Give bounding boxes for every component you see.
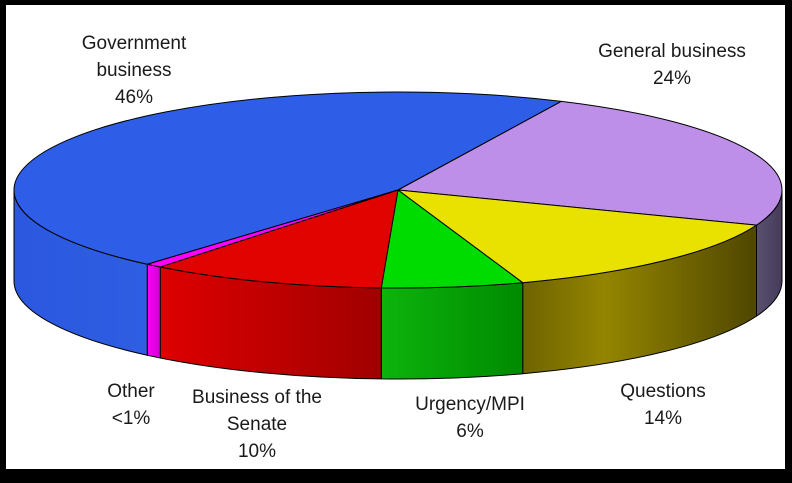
pie-wall-urgency-mpi bbox=[380, 282, 524, 380]
pie-wall-other bbox=[146, 263, 161, 359]
label-value: 6% bbox=[456, 421, 484, 442]
label-questions: Questions 14% bbox=[620, 378, 706, 432]
pie-slice-government-business bbox=[13, 91, 562, 265]
label-line: Urgency/MPI bbox=[415, 394, 525, 415]
label-value: <1% bbox=[111, 408, 151, 429]
label-line: Other bbox=[107, 381, 155, 402]
label-line: Questions bbox=[620, 381, 706, 402]
label-value: 46% bbox=[114, 87, 154, 108]
pie-slice-questions bbox=[397, 189, 757, 284]
pie-slice-other bbox=[146, 189, 399, 268]
pie-slice-urgency-mpi bbox=[380, 189, 524, 289]
label-line: General business bbox=[598, 41, 746, 62]
label-value: 10% bbox=[237, 441, 277, 462]
label-other: Other <1% bbox=[107, 378, 155, 432]
label-business-of-the-senate: Business of the Senate 10% bbox=[192, 384, 322, 465]
label-value: 24% bbox=[652, 68, 692, 89]
pie-slice-general-business bbox=[397, 100, 783, 226]
label-line: Senate bbox=[226, 414, 288, 435]
label-government-business: Government business 46% bbox=[82, 30, 187, 111]
label-line: business bbox=[96, 60, 172, 81]
chart-canvas: Government business 46% General business… bbox=[6, 5, 785, 469]
pie-chart-stage: Government business 46% General business… bbox=[6, 5, 785, 469]
label-general-business: General business 24% bbox=[598, 38, 746, 92]
label-urgency-mpi: Urgency/MPI 6% bbox=[415, 391, 525, 445]
label-line: Business of the bbox=[192, 387, 322, 408]
label-line: Government bbox=[81, 33, 187, 54]
pie-chart bbox=[13, 91, 783, 380]
label-value: 14% bbox=[643, 408, 683, 429]
pie-slice-business-of-the-senate bbox=[159, 189, 399, 289]
